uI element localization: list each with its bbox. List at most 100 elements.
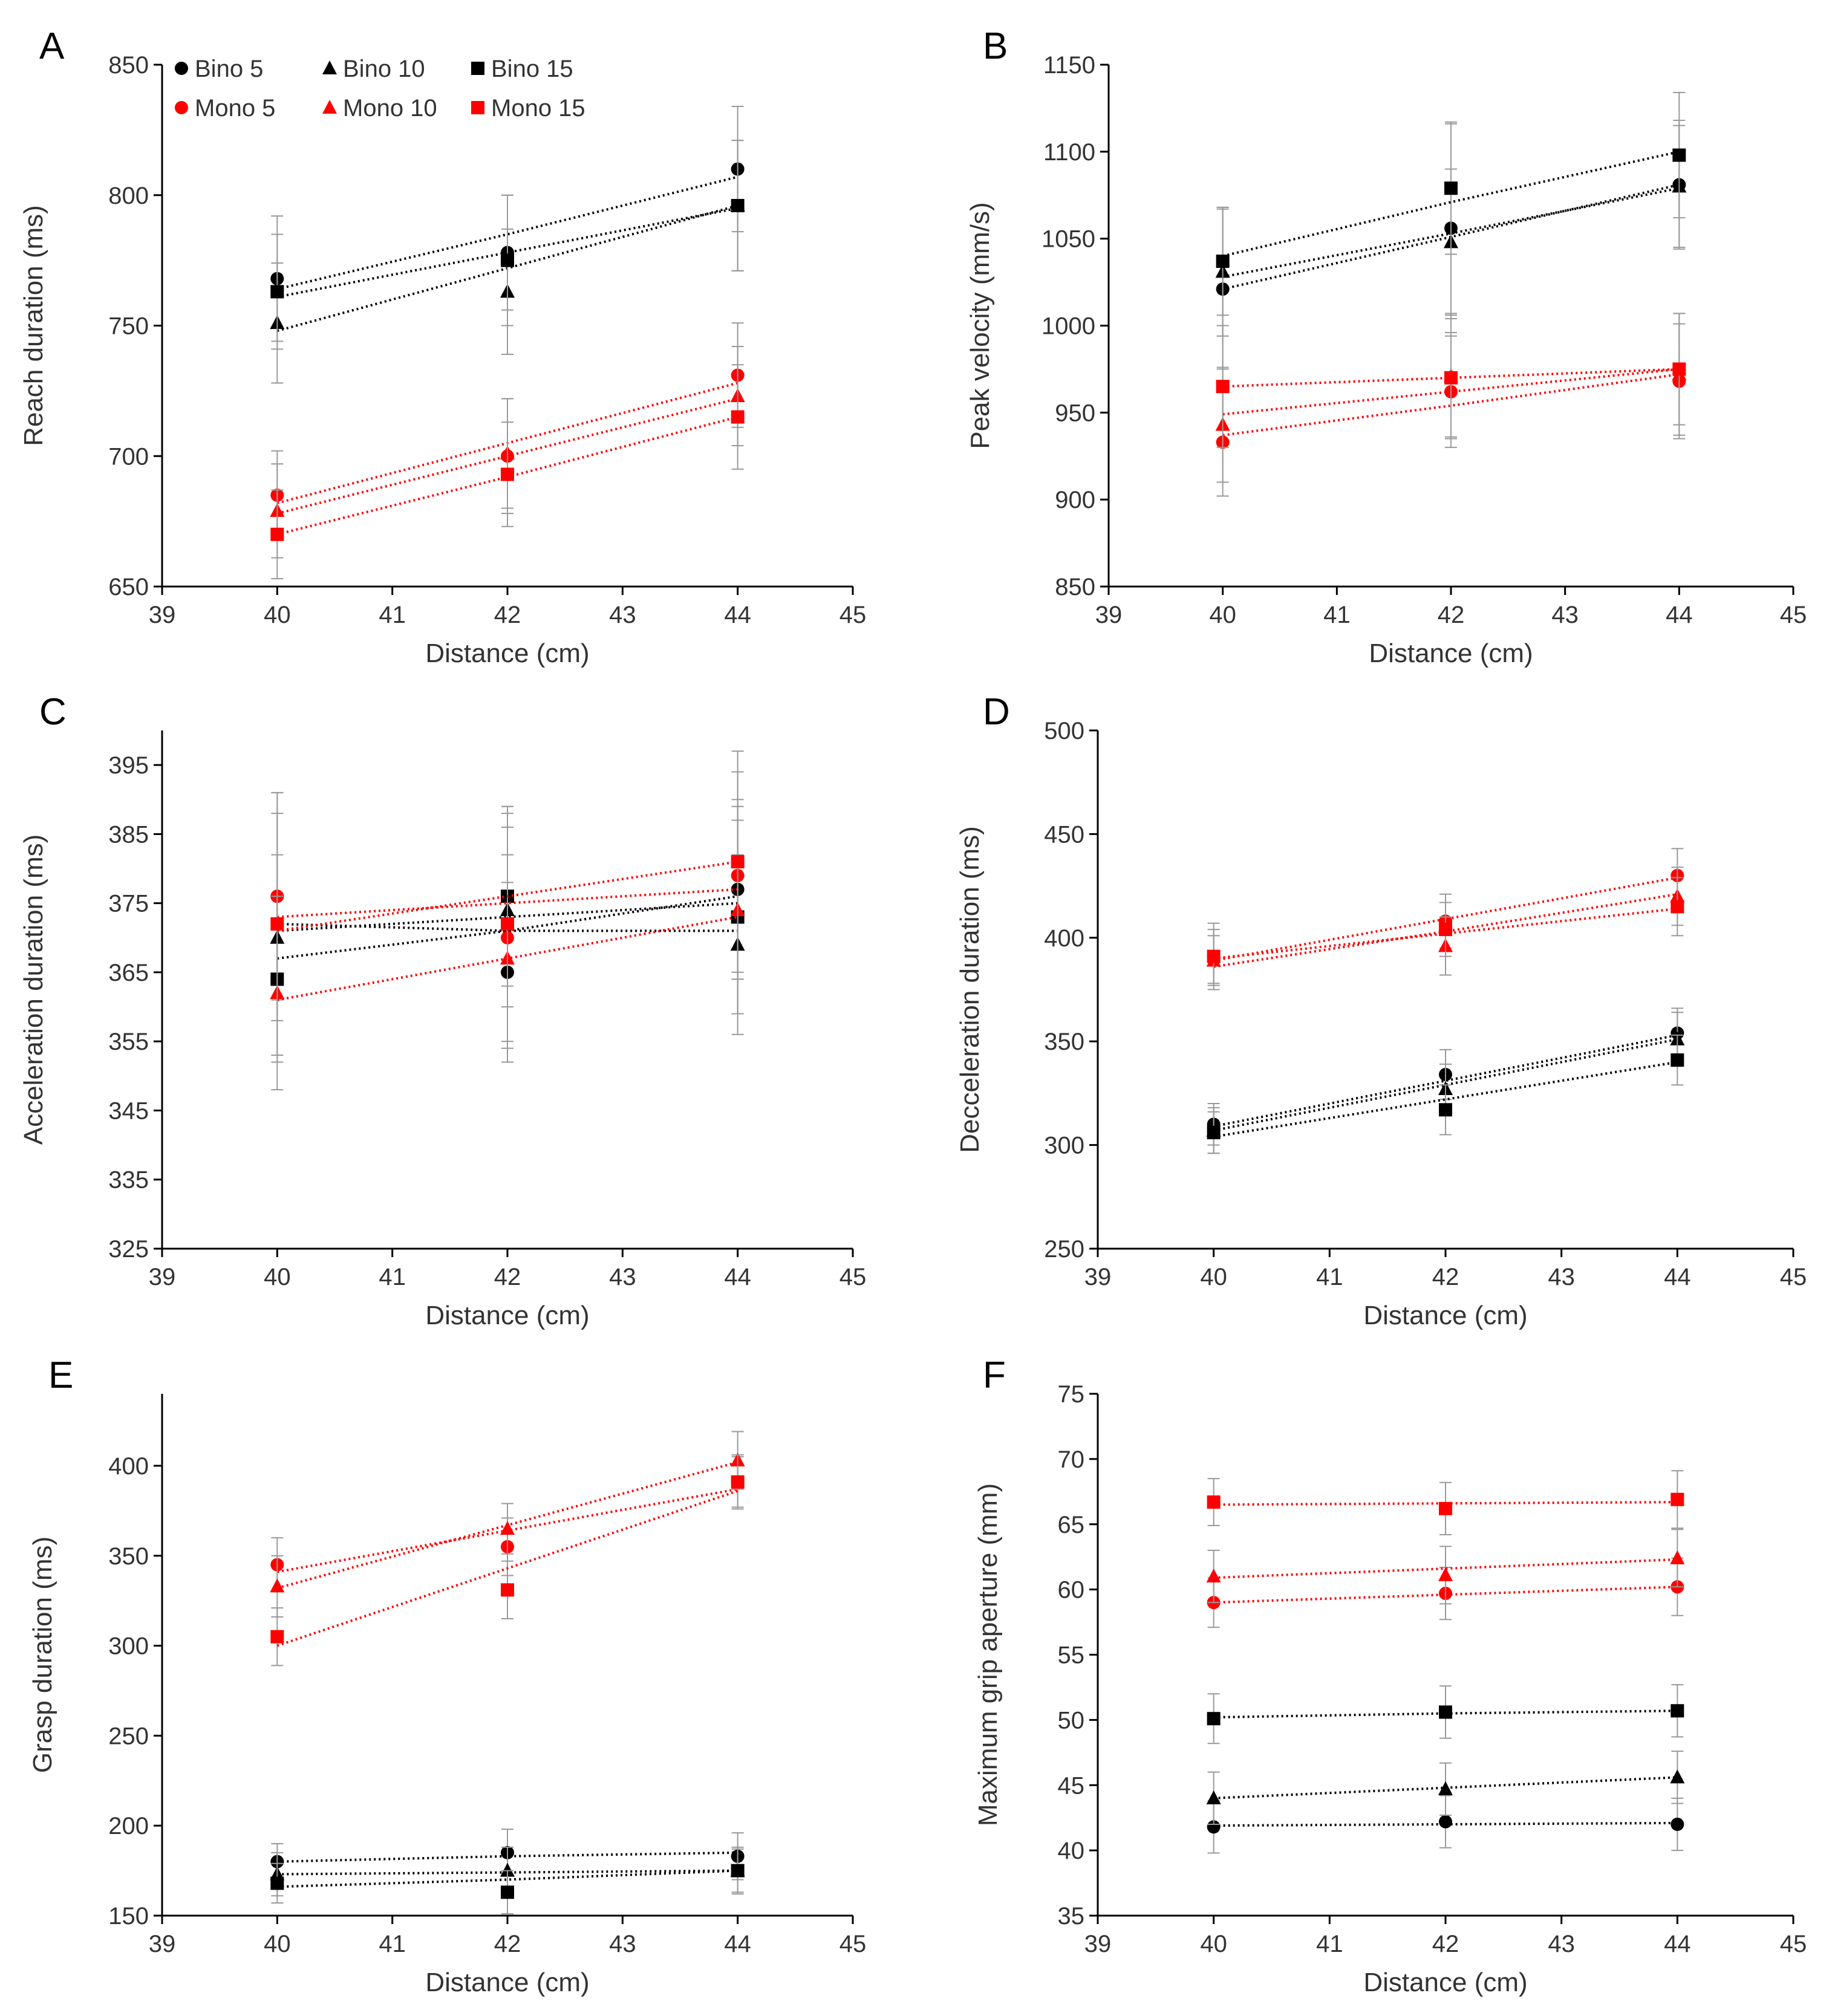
y-tick-label: 750 bbox=[108, 313, 149, 340]
series-bino-15 bbox=[1207, 1684, 1684, 1744]
panel-label-a: A bbox=[39, 25, 65, 67]
trend-line bbox=[277, 1869, 738, 1876]
data-point bbox=[501, 253, 514, 267]
x-tick-label: 40 bbox=[264, 602, 291, 628]
x-tick-label: 42 bbox=[1432, 1931, 1459, 1957]
x-tick-label: 40 bbox=[1200, 1931, 1227, 1957]
legend-marker bbox=[471, 62, 484, 75]
y-axis-label: Decceleration duration (ms) bbox=[955, 826, 985, 1153]
y-tick-label: 345 bbox=[108, 1097, 149, 1124]
data-point bbox=[1670, 1769, 1685, 1784]
x-tick-label: 41 bbox=[379, 602, 406, 628]
y-tick-label: 60 bbox=[1058, 1577, 1085, 1604]
data-point bbox=[270, 527, 284, 541]
series-mono-15 bbox=[1207, 1470, 1684, 1536]
y-tick-label: 325 bbox=[108, 1236, 149, 1263]
y-tick-label: 40 bbox=[1058, 1838, 1085, 1864]
y-axis-label: Grasp duration (ms) bbox=[28, 1536, 57, 1773]
x-tick-label: 44 bbox=[724, 1931, 751, 1957]
x-tick-label: 45 bbox=[839, 1264, 867, 1290]
data-point bbox=[270, 1630, 284, 1644]
legend-item-bino-15: Bino 15 bbox=[471, 56, 573, 82]
legend-item-bino-5: Bino 5 bbox=[175, 56, 263, 82]
data-point bbox=[1672, 362, 1686, 376]
data-point bbox=[1439, 1815, 1452, 1829]
x-tick-label: 40 bbox=[264, 1264, 291, 1290]
y-tick-label: 45 bbox=[1058, 1772, 1085, 1799]
x-tick-label: 39 bbox=[1084, 1931, 1112, 1957]
y-tick-label: 70 bbox=[1058, 1446, 1085, 1473]
data-point bbox=[1670, 1550, 1685, 1564]
data-point bbox=[731, 199, 745, 213]
data-point bbox=[1438, 1781, 1453, 1795]
data-point bbox=[731, 410, 745, 424]
panel-label-f: F bbox=[983, 1354, 1006, 1396]
data-point bbox=[1439, 1501, 1452, 1515]
series-mono-10 bbox=[270, 1431, 745, 1618]
y-tick-label: 800 bbox=[108, 183, 149, 209]
data-point bbox=[1439, 923, 1452, 937]
legend-label: Mono 15 bbox=[491, 95, 585, 122]
x-tick-label: 42 bbox=[494, 1264, 521, 1290]
x-tick-label: 39 bbox=[149, 602, 176, 628]
data-point bbox=[1671, 1817, 1684, 1831]
x-tick-label: 40 bbox=[1209, 602, 1236, 628]
x-tick-label: 43 bbox=[1548, 1264, 1575, 1290]
trend-line bbox=[277, 1851, 738, 1863]
x-tick-label: 45 bbox=[839, 602, 867, 628]
y-tick-label: 150 bbox=[108, 1903, 149, 1930]
x-tick-label: 45 bbox=[1780, 602, 1807, 628]
y-tick-label: 50 bbox=[1058, 1707, 1085, 1734]
data-point bbox=[1672, 148, 1686, 162]
data-point bbox=[731, 1864, 745, 1878]
series-mono-15 bbox=[1207, 877, 1684, 990]
panel-b: B 39 40 41 42 43 44 45 850 900 950 1000 1050 1100 1150… bbox=[965, 25, 1807, 668]
data-point bbox=[270, 1578, 285, 1593]
data-point bbox=[1439, 1103, 1452, 1117]
data-point bbox=[1207, 1126, 1221, 1140]
y-tick-label: 55 bbox=[1058, 1642, 1085, 1669]
x-axis-label: Distance (cm) bbox=[425, 639, 589, 668]
x-tick-label: 43 bbox=[609, 1931, 636, 1957]
x-tick-label: 44 bbox=[1664, 1931, 1691, 1957]
trend-line bbox=[1222, 183, 1680, 291]
panel-label-d: D bbox=[983, 691, 1010, 733]
data-point bbox=[1216, 255, 1230, 268]
data-point bbox=[500, 1521, 515, 1535]
series-mono-15 bbox=[270, 750, 745, 1056]
data-point bbox=[1207, 949, 1221, 963]
data-point bbox=[501, 1885, 514, 1899]
series-mono-15 bbox=[270, 1454, 745, 1666]
trend-line bbox=[1222, 373, 1680, 437]
legend-marker bbox=[322, 100, 337, 114]
data-point bbox=[1438, 1567, 1453, 1581]
x-tick-label: 43 bbox=[609, 602, 636, 628]
y-tick-label: 1150 bbox=[1043, 52, 1095, 79]
panel-e: E 39 40 41 42 43 44 45 150 200 250 300 350 400 Distanc… bbox=[28, 1354, 866, 1997]
legend: Bino 5 Bino 10 Bino 15 Mono 5 Mono 10 Mono 15 bbox=[175, 56, 585, 122]
x-tick-label: 39 bbox=[149, 1264, 176, 1290]
data-point bbox=[1444, 371, 1458, 385]
y-tick-label: 250 bbox=[108, 1723, 149, 1749]
x-axis-label: Distance (cm) bbox=[425, 1301, 589, 1330]
x-tick-label: 42 bbox=[494, 1931, 521, 1957]
legend-item-bino-10: Bino 10 bbox=[322, 56, 425, 82]
series-bino-15 bbox=[270, 1848, 745, 1915]
data-point bbox=[1207, 1495, 1221, 1509]
y-tick-label: 355 bbox=[108, 1029, 149, 1055]
y-tick-label: 400 bbox=[1044, 925, 1084, 952]
y-tick-label: 950 bbox=[1055, 400, 1095, 426]
data-point bbox=[731, 855, 745, 869]
series-mono-15 bbox=[270, 364, 745, 580]
x-tick-label: 44 bbox=[724, 1264, 751, 1290]
y-tick-label: 365 bbox=[108, 960, 149, 986]
data-point bbox=[501, 917, 514, 931]
y-tick-label: 300 bbox=[1044, 1133, 1084, 1159]
x-tick-label: 44 bbox=[724, 602, 751, 628]
panel-a: A 39 40 41 42 43 44 45 650 700 750 800 850 Distance (… bbox=[19, 25, 866, 668]
data-point bbox=[1671, 1704, 1684, 1718]
x-tick-label: 40 bbox=[264, 1931, 291, 1957]
panel-c: C 39 40 41 42 43 44 45 325 335 345 355 365 375 385 395 D… bbox=[19, 691, 866, 1330]
legend-marker bbox=[322, 60, 337, 74]
